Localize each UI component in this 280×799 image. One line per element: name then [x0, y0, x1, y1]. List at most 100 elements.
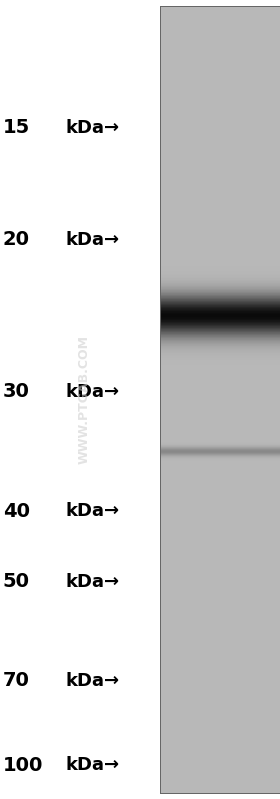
Bar	[160, 400, 280, 403]
Bar	[160, 42, 280, 46]
Bar	[160, 250, 280, 254]
Bar	[160, 372, 280, 376]
Bar	[160, 423, 280, 427]
Bar	[160, 494, 280, 498]
Bar	[160, 348, 280, 352]
Bar	[160, 725, 280, 729]
Bar	[160, 518, 280, 522]
Bar	[160, 541, 280, 545]
Bar	[160, 631, 280, 635]
Bar	[160, 698, 280, 702]
Bar	[160, 773, 280, 777]
Bar	[160, 38, 280, 42]
Bar	[160, 132, 280, 136]
Text: kDa→: kDa→	[66, 503, 120, 520]
Bar	[160, 789, 280, 793]
Bar	[160, 6, 280, 793]
Bar	[160, 144, 280, 148]
Bar	[160, 667, 280, 670]
Bar	[160, 234, 280, 238]
Bar	[160, 156, 280, 160]
Bar	[160, 549, 280, 553]
Bar	[160, 694, 280, 698]
Bar	[160, 741, 280, 745]
Bar	[160, 529, 280, 533]
Bar	[160, 411, 280, 415]
Bar	[160, 737, 280, 741]
Bar	[160, 459, 280, 463]
Bar	[160, 608, 280, 612]
Bar	[160, 753, 280, 757]
Bar	[160, 219, 280, 223]
Bar	[160, 6, 280, 793]
Bar	[160, 663, 280, 667]
Bar	[160, 635, 280, 639]
Bar	[160, 785, 280, 789]
Bar	[160, 533, 280, 537]
Text: kDa→: kDa→	[66, 672, 120, 690]
Bar	[160, 328, 280, 332]
Bar	[160, 254, 280, 258]
Bar	[160, 125, 280, 129]
Bar	[160, 419, 280, 423]
Bar	[160, 781, 280, 785]
Bar	[160, 765, 280, 769]
Bar	[160, 30, 280, 34]
Bar	[160, 471, 280, 474]
Bar	[160, 733, 280, 737]
Bar	[160, 659, 280, 663]
Bar	[160, 478, 280, 482]
Bar	[160, 101, 280, 105]
Bar	[160, 164, 280, 168]
Bar	[160, 403, 280, 407]
Bar	[160, 356, 280, 360]
Bar	[160, 58, 280, 62]
Text: kDa→: kDa→	[66, 383, 120, 400]
Bar	[160, 203, 280, 207]
Bar	[160, 604, 280, 608]
Text: 15: 15	[3, 118, 30, 137]
Bar	[160, 66, 280, 70]
Bar	[160, 211, 280, 215]
Bar	[160, 305, 280, 309]
Bar	[160, 227, 280, 230]
Bar	[160, 674, 280, 678]
Bar	[160, 121, 280, 125]
Bar	[160, 152, 280, 156]
Bar	[160, 718, 280, 721]
Bar	[160, 710, 280, 714]
Bar	[160, 384, 280, 388]
Bar	[160, 160, 280, 164]
Bar	[160, 70, 280, 74]
Bar	[160, 191, 280, 195]
Bar	[160, 407, 280, 411]
Bar	[160, 364, 280, 368]
Bar	[160, 258, 280, 262]
Bar	[160, 388, 280, 392]
Bar	[160, 332, 280, 336]
Bar	[160, 627, 280, 631]
Bar	[160, 623, 280, 627]
Bar	[160, 78, 280, 81]
Text: 30: 30	[3, 382, 30, 401]
Bar	[160, 678, 280, 682]
Text: 50: 50	[3, 572, 30, 591]
Bar	[160, 340, 280, 344]
Bar	[160, 93, 280, 97]
Bar	[160, 502, 280, 506]
Bar	[160, 113, 280, 117]
Bar	[160, 281, 280, 285]
Text: kDa→: kDa→	[66, 231, 120, 248]
Bar	[160, 34, 280, 38]
Bar	[160, 129, 280, 132]
Bar	[160, 274, 280, 277]
Bar	[160, 777, 280, 781]
Bar	[160, 757, 280, 761]
Bar	[160, 439, 280, 443]
Bar	[160, 576, 280, 580]
Bar	[160, 670, 280, 674]
Bar	[160, 690, 280, 694]
Bar	[160, 14, 280, 18]
Bar	[160, 313, 280, 317]
Bar	[160, 451, 280, 455]
